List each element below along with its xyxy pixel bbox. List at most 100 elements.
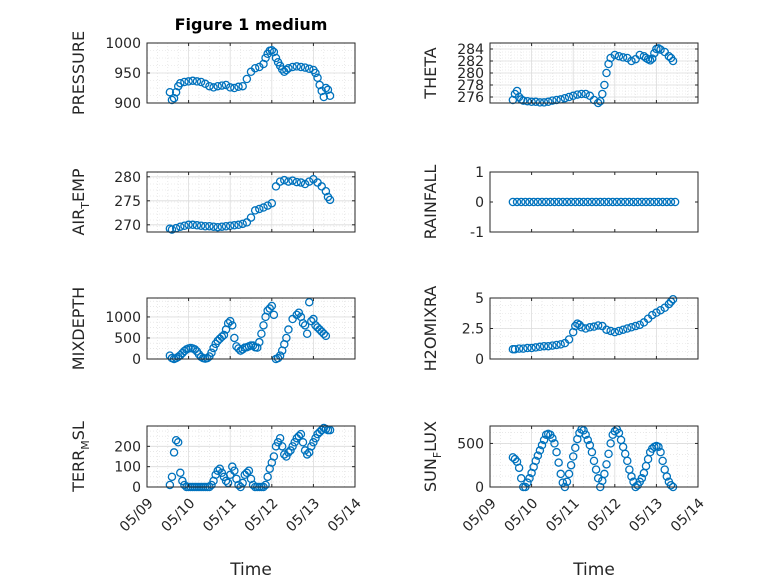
axes-box bbox=[146, 297, 356, 360]
data-point-mixdepth bbox=[223, 318, 233, 328]
data-point-air-temp bbox=[200, 221, 210, 231]
data-point-mixdepth bbox=[248, 341, 258, 350]
data-point-rainfall bbox=[620, 197, 630, 207]
data-point-terr-msl bbox=[230, 466, 239, 475]
data-point-terr-msl bbox=[298, 438, 308, 447]
data-point-rainfall bbox=[546, 197, 555, 207]
data-point-pressure bbox=[167, 95, 177, 105]
data-point-theta bbox=[564, 92, 574, 102]
data-point-rainfall bbox=[508, 197, 518, 207]
data-point-theta bbox=[581, 89, 590, 99]
data-point-sun-flux bbox=[581, 430, 590, 439]
data-point-sun-flux bbox=[539, 435, 549, 445]
data-point-mixdepth bbox=[304, 297, 314, 307]
data-point-rainfall bbox=[541, 197, 551, 207]
data-point-sun-flux bbox=[516, 474, 526, 483]
y-tick-label: 0 bbox=[475, 352, 484, 368]
data-point-rainfall bbox=[658, 197, 667, 207]
data-point-h2omixra bbox=[602, 325, 611, 334]
data-point-pressure bbox=[271, 53, 281, 63]
data-point-terr-msl bbox=[234, 480, 243, 490]
data-point-terr-msl bbox=[242, 468, 252, 478]
x-tick-label: 05/10 bbox=[502, 495, 542, 535]
data-point-theta bbox=[650, 48, 659, 58]
y-tick-label: -1 bbox=[470, 225, 484, 241]
data-point-sun-flux bbox=[566, 460, 576, 470]
data-point-h2omixra bbox=[519, 344, 528, 353]
data-point-terr-msl bbox=[171, 435, 181, 445]
data-point-terr-msl bbox=[290, 438, 299, 447]
data-point-mixdepth bbox=[265, 304, 274, 313]
data-point-rainfall bbox=[516, 197, 526, 207]
data-point-terr-msl bbox=[300, 446, 310, 455]
data-point-mixdepth bbox=[263, 306, 272, 315]
data-point-air-temp bbox=[321, 186, 331, 196]
data-point-sun-flux bbox=[606, 439, 615, 448]
data-point-sun-flux bbox=[554, 458, 563, 467]
data-point-sun-flux bbox=[604, 449, 613, 459]
data-point-terr-msl bbox=[302, 450, 312, 459]
data-point-theta bbox=[527, 97, 536, 107]
data-point-rainfall bbox=[625, 197, 634, 207]
data-point-rainfall bbox=[637, 197, 647, 207]
data-point-air-temp bbox=[300, 179, 310, 189]
data-point-theta bbox=[568, 91, 578, 101]
data-point-pressure bbox=[176, 78, 185, 88]
data-point-mixdepth bbox=[294, 308, 304, 317]
y-tick-label: 1 bbox=[475, 165, 484, 181]
data-point-mixdepth bbox=[257, 329, 266, 339]
data-point-air-temp bbox=[317, 182, 326, 191]
y-tick-label: 950 bbox=[114, 66, 141, 82]
data-point-rainfall bbox=[562, 197, 572, 207]
panel-mixdepth: 0 500 1000 MIXDEPTH bbox=[69, 287, 356, 370]
data-point-terr-msl bbox=[280, 450, 289, 459]
data-point-sun-flux bbox=[658, 456, 667, 466]
y-tick-label: 900 bbox=[114, 96, 141, 112]
data-point-air-temp bbox=[325, 195, 335, 205]
data-point-air-temp bbox=[296, 178, 306, 187]
y-tick-label: 200 bbox=[114, 439, 141, 455]
data-point-pressure bbox=[192, 77, 202, 86]
data-point-air-temp bbox=[196, 221, 206, 231]
data-point-air-temp bbox=[263, 201, 272, 210]
data-point-rainfall bbox=[662, 197, 672, 207]
data-point-theta bbox=[539, 98, 549, 107]
y-tick-label: 0 bbox=[132, 480, 141, 496]
data-point-sun-flux bbox=[656, 447, 665, 457]
data-point-theta bbox=[668, 56, 678, 66]
data-point-theta bbox=[531, 97, 541, 107]
y-tick-label: 100 bbox=[114, 460, 141, 476]
data-point-theta bbox=[573, 90, 582, 99]
data-point-rainfall bbox=[616, 197, 626, 207]
data-point-h2omixra bbox=[614, 326, 624, 336]
data-point-h2omixra bbox=[581, 324, 590, 333]
data-point-mixdepth bbox=[292, 310, 302, 320]
data-point-h2omixra bbox=[656, 305, 665, 315]
x-tick-label: 05/12 bbox=[242, 495, 282, 535]
data-point-rainfall bbox=[608, 197, 617, 207]
data-point-sun-flux bbox=[531, 456, 541, 466]
data-point-sun-flux bbox=[548, 433, 557, 443]
data-point-pressure bbox=[165, 87, 175, 97]
data-point-sun-flux bbox=[558, 478, 568, 487]
data-point-air-temp bbox=[280, 175, 289, 185]
data-point-air-temp bbox=[167, 225, 177, 234]
figure-title: Figure 1 medium bbox=[175, 15, 328, 34]
data-point-h2omixra bbox=[552, 340, 561, 350]
data-point-sun-flux bbox=[556, 469, 565, 479]
data-point-air-temp bbox=[213, 222, 222, 232]
y-axis-label-theta: THETA bbox=[421, 47, 440, 99]
data-point-mixdepth bbox=[298, 318, 308, 328]
data-point-air-temp bbox=[242, 218, 252, 227]
data-point-rainfall bbox=[558, 197, 568, 207]
data-point-rainfall bbox=[633, 197, 642, 207]
data-point-theta bbox=[664, 51, 674, 61]
data-point-theta bbox=[548, 96, 557, 105]
y-tick-label: 5 bbox=[475, 291, 484, 307]
data-point-air-temp bbox=[246, 213, 256, 222]
data-point-terr-msl bbox=[244, 466, 254, 475]
data-point-sun-flux bbox=[662, 472, 672, 481]
panel-h2omixra: 0 2.5 5 H2OMIXRA bbox=[421, 286, 699, 371]
data-point-mixdepth bbox=[190, 345, 200, 354]
data-point-terr-msl bbox=[165, 480, 175, 490]
